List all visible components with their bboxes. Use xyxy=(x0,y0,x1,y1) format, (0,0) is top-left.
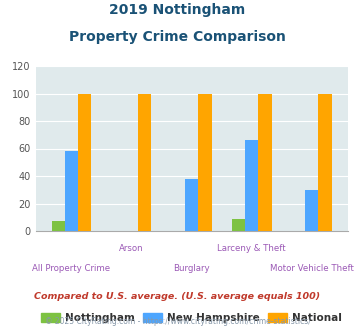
Text: Motor Vehicle Theft: Motor Vehicle Theft xyxy=(270,264,354,273)
Text: Larceny & Theft: Larceny & Theft xyxy=(218,244,286,253)
Text: © 2025 CityRating.com - https://www.cityrating.com/crime-statistics/: © 2025 CityRating.com - https://www.city… xyxy=(45,317,310,326)
Text: 2019 Nottingham: 2019 Nottingham xyxy=(109,3,246,17)
Bar xyxy=(52,221,65,231)
Text: Burglary: Burglary xyxy=(173,264,210,273)
Bar xyxy=(232,218,245,231)
Bar xyxy=(185,179,198,231)
Bar xyxy=(258,93,272,231)
Text: Property Crime Comparison: Property Crime Comparison xyxy=(69,30,286,44)
Bar xyxy=(198,93,212,231)
Text: Compared to U.S. average. (U.S. average equals 100): Compared to U.S. average. (U.S. average … xyxy=(34,292,321,301)
Bar xyxy=(305,190,318,231)
Bar xyxy=(78,93,91,231)
Bar xyxy=(318,93,332,231)
Text: All Property Crime: All Property Crime xyxy=(33,264,111,273)
Text: Arson: Arson xyxy=(119,244,144,253)
Bar xyxy=(65,151,78,231)
Legend: Nottingham, New Hampshire, National: Nottingham, New Hampshire, National xyxy=(37,309,346,327)
Bar xyxy=(138,93,152,231)
Bar xyxy=(245,140,258,231)
